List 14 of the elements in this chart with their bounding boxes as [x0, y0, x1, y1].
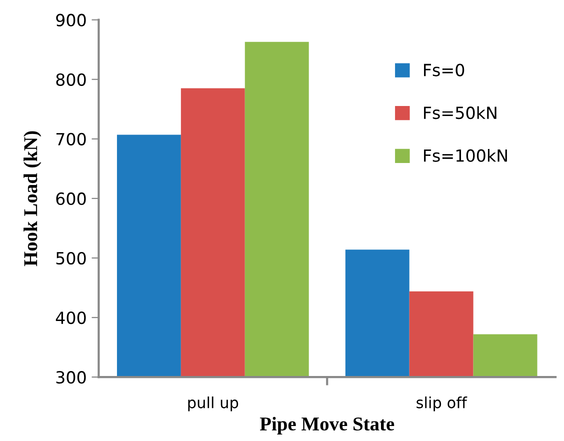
y-axis-title: Hook Load (kN): [24, 131, 42, 266]
y-tick-label: 900: [56, 14, 86, 26]
x-tick-label: slip off: [416, 396, 468, 412]
legend-label: Fs=50kN: [424, 106, 496, 120]
legend-label: Fs=0: [424, 64, 464, 76]
y-tick-label: 400: [56, 311, 86, 324]
y-tick-label: 500: [56, 252, 86, 265]
legend-label: Fs=100kN: [424, 149, 507, 162]
y-tick-label: 800: [56, 73, 86, 86]
y-tick-label: 600: [56, 192, 86, 206]
y-tick-label: 300: [56, 371, 86, 384]
y-tick-label: 700: [56, 132, 86, 146]
x-tick-label: pull up: [188, 396, 238, 412]
x-axis-title: Pipe Move State: [260, 416, 394, 434]
